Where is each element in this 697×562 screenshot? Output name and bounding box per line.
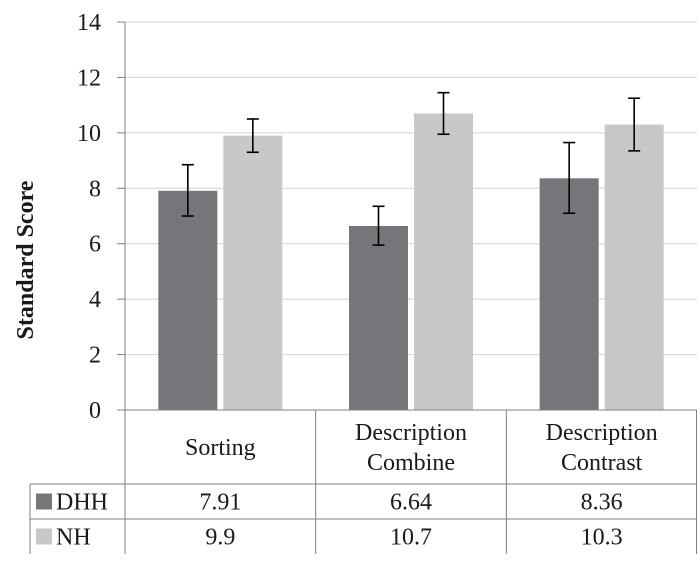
y-tick-label: 6 — [89, 232, 101, 258]
y-tick-label: 2 — [89, 343, 101, 369]
legend-label-dhh: DHH — [56, 490, 108, 516]
category-label: Contrast — [561, 450, 643, 476]
table-cell-dhh: 8.36 — [581, 490, 623, 516]
legend-swatch-dhh — [36, 493, 52, 510]
table-cell-nh: 9.9 — [205, 525, 235, 551]
bar-nh-2 — [604, 124, 664, 411]
table-cell-nh: 10.7 — [390, 525, 432, 551]
y-tick-labels: 0 2 4 6 8 10 12 14 — [77, 10, 101, 424]
table-cell-dhh: 6.64 — [390, 490, 432, 516]
bar-nh-1 — [414, 113, 473, 410]
bar-dhh-0 — [158, 190, 218, 410]
category-label: Description — [355, 420, 467, 446]
bar-dhh-1 — [349, 225, 408, 410]
data-table: Sorting Description Combine Description Cont… — [29, 410, 697, 554]
bar-nh-0 — [223, 135, 283, 410]
table-cell-dhh: 7.91 — [199, 490, 241, 516]
y-tick-label: 4 — [89, 287, 101, 313]
category-label: Combine — [367, 450, 455, 476]
bar-dhh-2 — [539, 178, 599, 410]
y-tick-label: 0 — [89, 398, 101, 424]
y-tick-label: 12 — [77, 65, 101, 91]
y-axis-label: Standard Score — [13, 180, 39, 339]
error-bars — [181, 91, 641, 246]
axes — [117, 21, 697, 554]
category-label: Sorting — [185, 435, 256, 461]
gridlines — [125, 21, 697, 356]
table-cell-nh: 10.3 — [581, 525, 623, 551]
category-label: Description — [546, 420, 658, 446]
y-tick-label: 14 — [77, 10, 101, 36]
legend-swatch-nh — [36, 528, 52, 545]
y-tick-label: 8 — [89, 176, 101, 202]
legend-label-nh: NH — [56, 525, 91, 551]
bars — [158, 113, 664, 411]
y-tick-label: 10 — [77, 121, 101, 147]
